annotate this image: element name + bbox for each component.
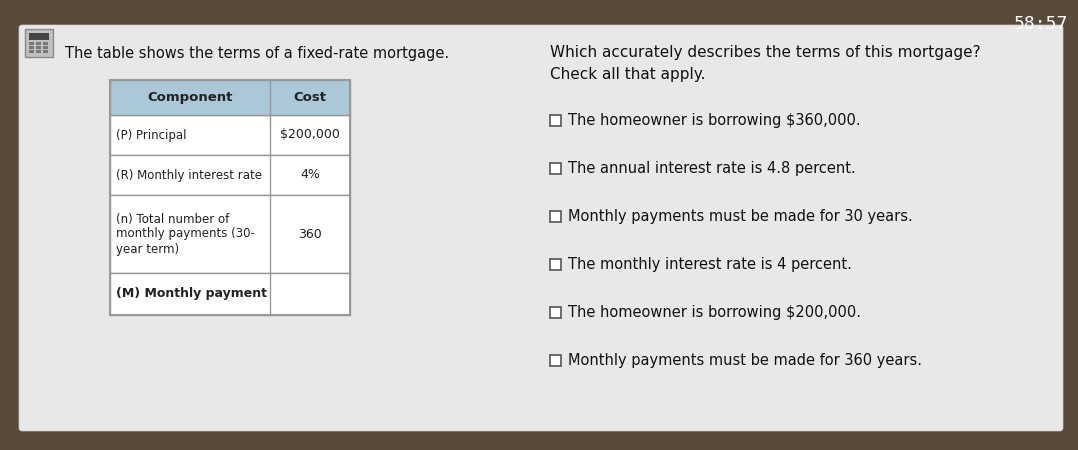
- FancyBboxPatch shape: [25, 29, 53, 57]
- Bar: [29, 33, 49, 40]
- Bar: [29, 42, 34, 45]
- Text: Cost: Cost: [293, 91, 327, 104]
- Bar: [110, 273, 350, 315]
- Bar: [550, 211, 561, 221]
- Text: (n) Total number of
monthly payments (30-
year term): (n) Total number of monthly payments (30…: [116, 212, 254, 256]
- Bar: [110, 80, 350, 115]
- Bar: [550, 114, 561, 126]
- Text: (M) Monthly payment: (M) Monthly payment: [116, 288, 267, 301]
- Bar: [36, 46, 41, 49]
- Bar: [43, 42, 49, 45]
- Bar: [43, 46, 49, 49]
- Text: 360: 360: [299, 228, 322, 240]
- Text: Which accurately describes the terms of this mortgage?: Which accurately describes the terms of …: [550, 45, 981, 60]
- Text: 58:57: 58:57: [1013, 15, 1068, 33]
- Bar: [550, 258, 561, 270]
- Bar: [36, 50, 41, 53]
- Text: The homeowner is borrowing $360,000.: The homeowner is borrowing $360,000.: [568, 113, 860, 129]
- Bar: [550, 162, 561, 174]
- FancyBboxPatch shape: [19, 25, 1063, 431]
- Text: 4%: 4%: [300, 168, 320, 181]
- Bar: [29, 46, 34, 49]
- Text: $200,000: $200,000: [280, 129, 340, 141]
- Text: The homeowner is borrowing $200,000.: The homeowner is borrowing $200,000.: [568, 306, 861, 320]
- Text: (R) Monthly interest rate: (R) Monthly interest rate: [116, 168, 262, 181]
- Text: Monthly payments must be made for 30 years.: Monthly payments must be made for 30 yea…: [568, 210, 913, 225]
- Text: Monthly payments must be made for 360 years.: Monthly payments must be made for 360 ye…: [568, 354, 922, 369]
- Text: The monthly interest rate is 4 percent.: The monthly interest rate is 4 percent.: [568, 257, 852, 273]
- Bar: [110, 115, 350, 155]
- Bar: [29, 50, 34, 53]
- Text: The annual interest rate is 4.8 percent.: The annual interest rate is 4.8 percent.: [568, 162, 856, 176]
- Bar: [43, 50, 49, 53]
- Text: (P) Principal: (P) Principal: [116, 129, 186, 141]
- Bar: [110, 155, 350, 195]
- Text: The table shows the terms of a fixed-rate mortgage.: The table shows the terms of a fixed-rat…: [65, 46, 450, 61]
- Bar: [36, 42, 41, 45]
- Text: Component: Component: [148, 91, 233, 104]
- Bar: [550, 355, 561, 365]
- Bar: [110, 195, 350, 273]
- Bar: [110, 80, 350, 315]
- Text: Check all that apply.: Check all that apply.: [550, 67, 705, 82]
- Bar: [550, 306, 561, 318]
